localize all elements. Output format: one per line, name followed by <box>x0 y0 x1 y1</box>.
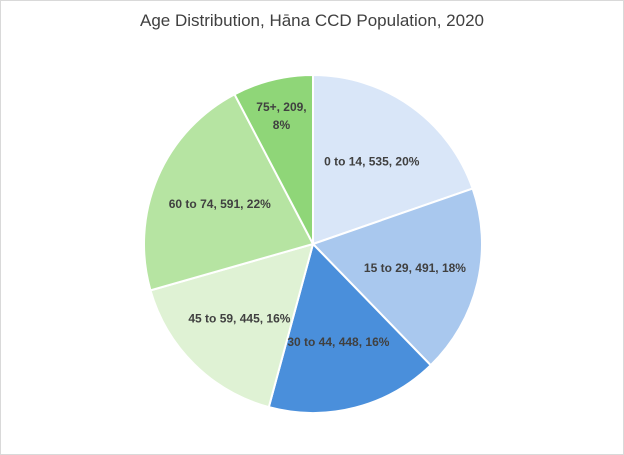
pie-slice-3 <box>267 242 433 414</box>
pie-slice-label-1: 0 to 14, 535, 20% <box>324 154 420 168</box>
pie-slice-label-5: 60 to 74, 591, 22% <box>169 197 271 211</box>
pie-slice-4 <box>149 242 315 409</box>
pie-slice-6 <box>233 73 314 245</box>
chart-title: Age Distribution, Hāna CCD Population, 2… <box>140 11 484 30</box>
pie-slice-label-3: 30 to 44, 448, 16% <box>287 335 389 349</box>
pie-slice-2 <box>311 187 483 367</box>
pie-slice-label-4: 45 to 59, 445, 16% <box>188 312 290 326</box>
pie-slice-5 <box>143 92 315 292</box>
pie-slice-label-2: 15 to 29, 491, 18% <box>364 261 466 275</box>
pie-slice-label-6: 75+, 209, 8% <box>256 100 306 132</box>
pie-slices <box>143 73 483 414</box>
pie-labels: 0 to 14, 535, 20% 15 to 29, 491, 18% 30 to… <box>169 100 467 349</box>
